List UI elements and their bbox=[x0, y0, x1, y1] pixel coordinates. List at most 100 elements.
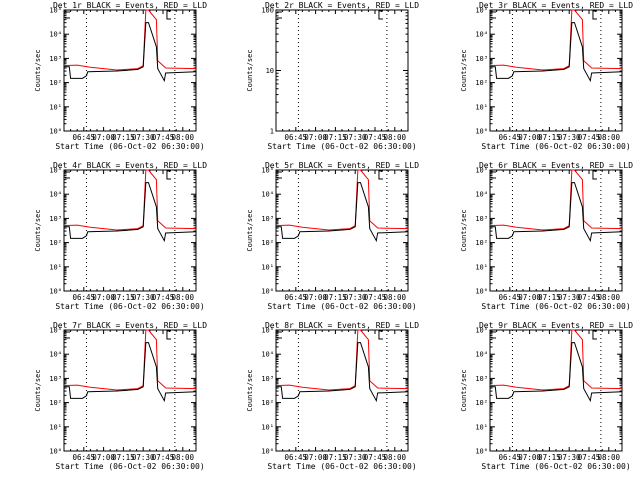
x-tick-label: 06:45 bbox=[73, 293, 96, 302]
y-tick-label: 10² bbox=[261, 399, 274, 407]
y-tick-label: 10⁰ bbox=[49, 448, 62, 456]
x-tick-label: 07:15 bbox=[324, 293, 347, 302]
y-tick-label: 10⁵ bbox=[49, 7, 62, 15]
x-tick-label: 07:00 bbox=[304, 293, 327, 302]
y-tick-label: 10² bbox=[49, 399, 62, 407]
x-tick-label: 07:30 bbox=[132, 133, 155, 142]
x-tick-label: 07:30 bbox=[558, 133, 581, 142]
panel-title: Det 9r BLACK = Events, RED = LLD bbox=[479, 321, 633, 330]
x-tick-label: 07:00 bbox=[92, 453, 115, 462]
bracket-marker bbox=[378, 330, 383, 340]
x-tick-label: 07:30 bbox=[132, 453, 155, 462]
detector-panel-9: Det 9r BLACK = Events, RED = LLD06:4507:… bbox=[460, 321, 633, 471]
y-tick-label: 10⁰ bbox=[49, 288, 62, 296]
x-tick-label: 07:00 bbox=[304, 133, 327, 142]
y-tick-label: 1 bbox=[270, 128, 274, 136]
bracket-marker bbox=[166, 10, 171, 20]
bracket-marker bbox=[592, 10, 597, 20]
x-tick-label: 07:30 bbox=[558, 453, 581, 462]
y-tick-label: 10³ bbox=[49, 55, 62, 63]
corner-marker bbox=[277, 331, 282, 339]
bracket-marker bbox=[378, 170, 383, 180]
x-tick-label: 08:00 bbox=[384, 293, 407, 302]
x-tick-label: 07:45 bbox=[364, 133, 387, 142]
x-tick-label: 07:15 bbox=[112, 453, 135, 462]
x-tick-label: 07:45 bbox=[152, 453, 175, 462]
y-tick-label: 10² bbox=[475, 399, 488, 407]
x-tick-label: 07:45 bbox=[364, 293, 387, 302]
x-tick-label: 07:45 bbox=[578, 293, 601, 302]
panel-title: Det 7r BLACK = Events, RED = LLD bbox=[53, 321, 207, 330]
plot-frame bbox=[275, 9, 409, 132]
corner-marker bbox=[491, 171, 496, 179]
x-tick-label: 06:45 bbox=[73, 133, 96, 142]
corner-marker bbox=[65, 11, 70, 19]
y-tick-label: 10¹ bbox=[261, 263, 274, 271]
x-tick-label: 08:00 bbox=[172, 293, 195, 302]
y-tick-label: 10³ bbox=[49, 375, 62, 383]
events-series-line bbox=[490, 22, 623, 83]
y-axis-label: Counts/sec bbox=[460, 209, 468, 251]
x-tick-label: 07:00 bbox=[518, 133, 541, 142]
corner-marker bbox=[65, 171, 70, 179]
x-tick-label: 07:15 bbox=[538, 453, 561, 462]
y-tick-label: 10⁴ bbox=[475, 31, 488, 39]
detector-panel-8: Det 8r BLACK = Events, RED = LLD06:4507:… bbox=[246, 321, 419, 471]
x-tick-label: 07:30 bbox=[132, 293, 155, 302]
x-tick-label: 07:15 bbox=[538, 133, 561, 142]
panel-title: Det 1r BLACK = Events, RED = LLD bbox=[53, 1, 207, 10]
x-tick-label: 06:45 bbox=[285, 293, 308, 302]
y-tick-label: 10¹ bbox=[475, 263, 488, 271]
lld-series-line bbox=[489, 329, 623, 391]
x-tick-label: 08:00 bbox=[598, 293, 621, 302]
y-axis-label: Counts/sec bbox=[246, 369, 254, 411]
y-tick-label: 10² bbox=[475, 79, 488, 87]
y-tick-label: 10⁵ bbox=[49, 167, 62, 175]
y-tick-label: 10¹ bbox=[49, 423, 62, 431]
y-tick-label: 10⁵ bbox=[261, 327, 274, 335]
panel-title: Det 2r BLACK = Events, RED = LLD bbox=[265, 1, 419, 10]
y-tick-label: 10⁵ bbox=[475, 327, 488, 335]
y-tick-label: 10² bbox=[49, 239, 62, 247]
panel-title: Det 5r BLACK = Events, RED = LLD bbox=[265, 161, 419, 170]
y-axis-label: Counts/sec bbox=[460, 49, 468, 91]
y-tick-label: 10⁰ bbox=[261, 448, 274, 456]
y-tick-label: 10⁰ bbox=[475, 448, 488, 456]
events-series-line bbox=[64, 342, 197, 403]
y-tick-label: 10² bbox=[475, 239, 488, 247]
x-tick-label: 07:45 bbox=[578, 453, 601, 462]
x-tick-label: 07:00 bbox=[518, 293, 541, 302]
y-axis-label: Counts/sec bbox=[246, 209, 254, 251]
x-tick-label: 08:00 bbox=[384, 133, 407, 142]
y-tick-label: 10³ bbox=[475, 55, 488, 63]
y-tick-label: 10⁵ bbox=[475, 7, 488, 15]
y-tick-label: 10³ bbox=[261, 215, 274, 223]
y-tick-label: 10¹ bbox=[261, 423, 274, 431]
corner-marker bbox=[491, 11, 496, 19]
x-tick-label: 06:45 bbox=[285, 133, 308, 142]
lld-series-line bbox=[63, 9, 197, 71]
y-tick-label: 10⁵ bbox=[261, 167, 274, 175]
detector-panel-3: Det 3r BLACK = Events, RED = LLD06:4507:… bbox=[460, 1, 633, 151]
x-tick-label: 07:00 bbox=[92, 293, 115, 302]
bracket-marker bbox=[592, 170, 597, 180]
x-tick-label: 06:45 bbox=[73, 453, 96, 462]
events-series-line bbox=[64, 182, 197, 243]
y-tick-label: 10⁰ bbox=[475, 128, 488, 136]
x-tick-label: 06:45 bbox=[285, 453, 308, 462]
events-series-line bbox=[64, 22, 197, 83]
y-tick-label: 10⁰ bbox=[475, 288, 488, 296]
lld-series-line bbox=[275, 169, 409, 231]
x-axis-label: Start Time (06-Oct-02 06:30:00) bbox=[481, 302, 630, 311]
x-tick-label: 07:30 bbox=[344, 453, 367, 462]
y-tick-label: 10³ bbox=[475, 215, 488, 223]
y-axis-label: Counts/sec bbox=[34, 49, 42, 91]
y-axis-label: Counts/sec bbox=[34, 369, 42, 411]
x-axis-label: Start Time (06-Oct-02 06:30:00) bbox=[55, 302, 204, 311]
lld-series-line bbox=[275, 329, 409, 391]
x-tick-label: 07:30 bbox=[344, 133, 367, 142]
y-axis-label: Counts/sec bbox=[460, 369, 468, 411]
y-tick-label: 100 bbox=[261, 7, 274, 15]
y-tick-label: 10² bbox=[261, 239, 274, 247]
